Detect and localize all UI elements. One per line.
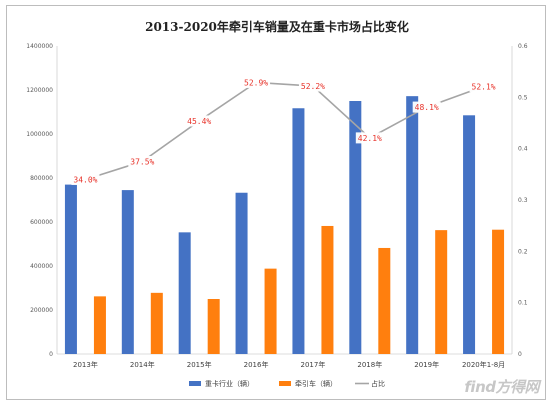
ratio-data-label: 37.5% [130,158,154,167]
category-label: 2018年 [357,360,382,369]
category-label: 2013年 [73,360,98,369]
bar-heavy-truck [349,101,362,354]
category-label: 2017年 [301,360,326,369]
right-tick-label: 0.2 [518,248,528,255]
left-tick-label: 400000 [30,263,53,270]
legend-label: 重卡行业（辆） [205,379,254,388]
category-label: 2020年1-8月 [462,360,505,369]
legend: 重卡行业（辆） 牵引车（辆） 占比 [189,379,385,388]
legend-label: 牵引车（辆） [295,379,337,388]
legend-swatch [279,381,291,386]
bar-tractor [93,296,106,354]
legend-label: 占比 [371,379,385,388]
bar-tractor [378,247,391,354]
bar-heavy-truck [64,184,77,354]
bar-heavy-truck [292,108,305,354]
left-tick-label: 600000 [30,219,53,226]
ratio-label-bg [128,156,157,167]
ratio-label-bg [71,173,100,185]
bar-heavy-truck [406,96,419,354]
bar-heavy-truck [178,232,191,354]
bar-series-group [64,96,505,354]
left-tick-label: 1400000 [26,43,53,50]
ratio-data-label: 48.1% [415,103,439,112]
chart-svg: 2013-2020年牵引车销量及在重卡市场占比变化 0 200000 400000 6… [26,19,528,388]
left-tick-label: 1200000 [26,87,53,94]
chart-frame: 2013-2020年牵引车销量及在重卡市场占比变化 0 200000 400000 6… [6,5,546,400]
watermark-logo: find方得网 [464,378,539,396]
ratio-label-bg [412,101,441,113]
ratio-data-label: 52.9% [244,78,268,87]
ratio-label-bg [185,115,214,127]
ratio-data-label: 34.0% [73,175,97,184]
ratio-label-bg [298,80,327,92]
x-axis-labels: 2013年 2014年 2015年 2016年 2017年 2018年 2019年 2020年… [73,360,505,369]
right-tick-label: 0.6 [518,43,528,50]
bar-tractor [264,268,277,354]
right-tick-label: 0.5 [518,94,528,101]
bar-heavy-truck [463,115,476,354]
bar-tractor [492,229,505,354]
ratio-data-label: 52.2% [301,82,325,91]
ratio-label-bg [355,132,384,144]
category-label: 2015年 [187,360,212,369]
bar-tractor [207,299,220,354]
left-tick-label: 0 [49,351,53,358]
left-tick-label: 200000 [30,307,53,314]
bar-heavy-truck [121,190,134,354]
ratio-label-bg [242,76,271,88]
legend-swatch [189,381,201,386]
category-label: 2016年 [244,360,269,369]
bar-tractor [150,292,163,354]
bar-tractor [435,230,448,354]
bar-heavy-truck [235,192,248,354]
right-tick-label: 0.4 [518,146,528,153]
right-tick-label: 0.3 [518,197,528,204]
ratio-line-group: 34.0% 37.5% 45.4% 52.9% 52.2% 42.1% 48.1% 52.1% [71,76,498,185]
right-tick-label: 0 [518,351,522,358]
ratio-data-label: 45.4% [187,117,211,126]
ratio-label-bg [469,81,498,93]
chart-title: 2013-2020年牵引车销量及在重卡市场占比变化 [145,19,409,34]
ratio-data-label: 52.1% [472,83,496,92]
right-tick-label: 0.1 [518,300,528,307]
category-label: 2019年 [414,360,439,369]
left-tick-label: 1000000 [26,131,53,138]
category-label: 2014年 [130,360,155,369]
bar-tractor [321,225,334,354]
ratio-data-label: 42.1% [358,134,382,143]
left-tick-label: 800000 [30,175,53,182]
right-axis: 0 0.1 0.2 0.3 0.4 0.5 0.6 [511,43,528,358]
